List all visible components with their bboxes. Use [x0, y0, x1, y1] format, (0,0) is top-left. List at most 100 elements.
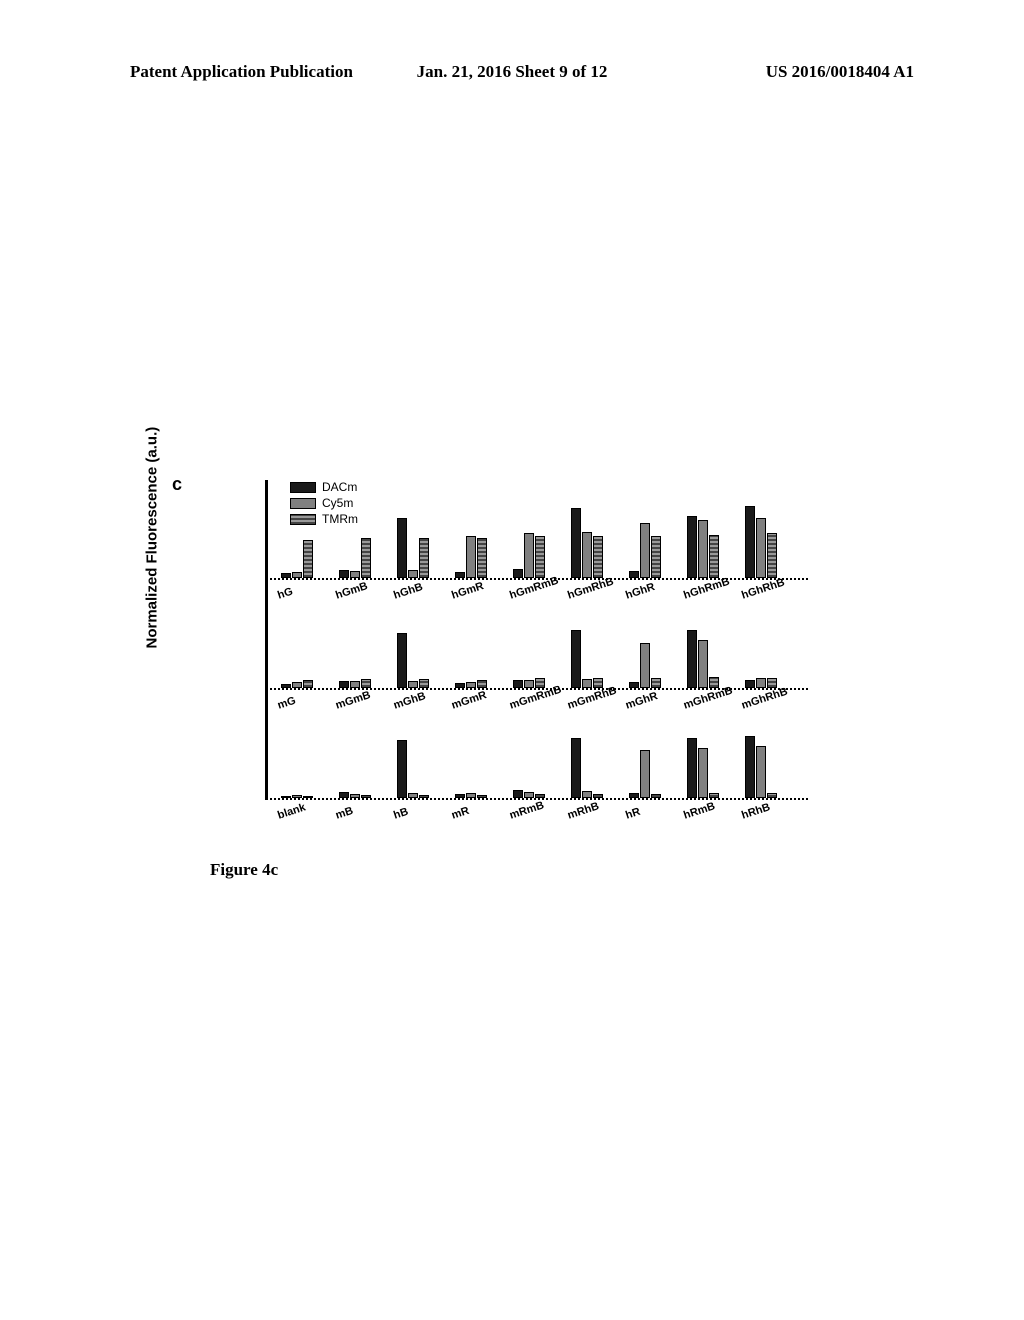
bar-group [386, 740, 440, 798]
bar-Cy5m [466, 682, 476, 688]
bar-group [328, 679, 382, 688]
category-label: mB [334, 805, 355, 822]
bar-Cy5m [524, 533, 534, 578]
bar-Cy5m [698, 640, 708, 688]
bar-DACm [745, 506, 755, 578]
bar-TMRm [477, 795, 487, 798]
bar-group [502, 533, 556, 578]
bar-DACm [397, 740, 407, 798]
bar-group [270, 540, 324, 578]
bar-DACm [339, 681, 349, 688]
legend-label: DACm [322, 480, 357, 494]
bar-DACm [629, 571, 639, 578]
bar-DACm [513, 680, 523, 688]
legend-label: Cy5m [322, 496, 353, 510]
bar-TMRm [651, 794, 661, 798]
bar-TMRm [651, 536, 661, 578]
bar-TMRm [361, 679, 371, 688]
bar-DACm [629, 682, 639, 688]
bar-Cy5m [640, 643, 650, 688]
bar-Cy5m [640, 750, 650, 798]
bar-Cy5m [466, 793, 476, 798]
legend-swatch-dacm [290, 482, 316, 493]
bar-DACm [397, 633, 407, 688]
category-label: hG [276, 586, 294, 602]
bar-TMRm [361, 795, 371, 798]
header-left: Patent Application Publication [130, 62, 353, 82]
category-label: mGhB [392, 690, 427, 712]
bar-DACm [745, 680, 755, 688]
bar-group [270, 680, 324, 688]
bar-Cy5m [582, 679, 592, 688]
bar-DACm [397, 518, 407, 578]
bar-DACm [745, 736, 755, 798]
category-label: mGmR [450, 689, 488, 712]
bar-DACm [281, 573, 291, 578]
bar-TMRm [593, 794, 603, 798]
bar-TMRm [767, 678, 777, 688]
header-right: US 2016/0018404 A1 [766, 62, 914, 82]
bar-Cy5m [640, 523, 650, 578]
bar-Cy5m [524, 680, 534, 688]
category-label: hR [624, 806, 642, 822]
bar-TMRm [477, 680, 487, 688]
category-label: blank [276, 801, 307, 821]
header-center: Jan. 21, 2016 Sheet 9 of 12 [417, 62, 608, 82]
bar-Cy5m [292, 795, 302, 798]
bar-TMRm [593, 678, 603, 688]
bar-DACm [281, 796, 291, 798]
bar-TMRm [593, 536, 603, 578]
bar-group [386, 633, 440, 688]
bar-group [560, 508, 614, 578]
bar-DACm [339, 792, 349, 798]
category-label: mRhB [566, 800, 601, 821]
bar-group [618, 643, 672, 688]
category-label: hGhB [392, 581, 424, 602]
bar-Cy5m [350, 794, 360, 798]
bar-Cy5m [292, 572, 302, 578]
bar-Cy5m [466, 536, 476, 578]
bar-DACm [281, 684, 291, 688]
bar-Cy5m [408, 681, 418, 688]
bar-DACm [687, 630, 697, 688]
bar-Cy5m [408, 570, 418, 578]
bar-Cy5m [756, 746, 766, 798]
bar-Cy5m [350, 571, 360, 578]
bar-group [618, 750, 672, 798]
bar-group [676, 630, 730, 688]
bar-TMRm [361, 538, 371, 578]
bar-DACm [339, 570, 349, 578]
legend-swatch-tmrm [290, 514, 316, 525]
chart-area: DACm Cy5m TMRm blankmBhBmRmRmBmRhBhRhRmB… [220, 480, 760, 800]
bar-group [328, 792, 382, 798]
bar-group [676, 738, 730, 798]
category-label: hGmB [334, 580, 369, 602]
legend-swatch-cy5m [290, 498, 316, 509]
bar-group [444, 536, 498, 578]
bar-group [734, 506, 788, 578]
bar-TMRm [303, 680, 313, 688]
bar-group [444, 680, 498, 688]
bar-Cy5m [524, 792, 534, 798]
bar-group [328, 538, 382, 578]
bar-Cy5m [698, 748, 708, 798]
bar-TMRm [709, 677, 719, 688]
page-header: Patent Application Publication Jan. 21, … [0, 62, 1024, 82]
bar-group [560, 738, 614, 798]
legend-item-tmrm: TMRm [290, 512, 358, 526]
bar-Cy5m [292, 682, 302, 688]
bar-TMRm [535, 678, 545, 688]
bar-DACm [571, 630, 581, 688]
bar-DACm [513, 790, 523, 798]
category-label: mGhR [624, 690, 659, 712]
category-label: hRhB [740, 801, 772, 821]
figure-caption: Figure 4c [210, 860, 278, 880]
bar-DACm [455, 572, 465, 578]
bar-Cy5m [350, 681, 360, 688]
category-label: mR [450, 805, 471, 822]
bar-group [734, 736, 788, 798]
bar-group [270, 795, 324, 798]
bar-DACm [513, 569, 523, 578]
bar-DACm [687, 516, 697, 578]
bar-group [560, 630, 614, 688]
